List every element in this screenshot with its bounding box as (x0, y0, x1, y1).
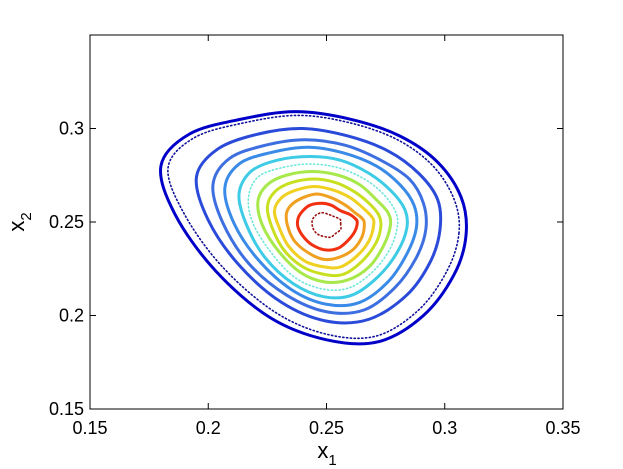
y-tick-label: 0.2 (59, 306, 84, 326)
contour-curve-10 (272, 184, 376, 270)
contour-curve-2 (167, 114, 461, 340)
contour-curve-1 (159, 110, 468, 346)
x-tick-label: 0.35 (545, 418, 580, 438)
y-tick-label: 0.25 (49, 212, 84, 232)
contour-curve-9 (265, 177, 383, 278)
axis-ticks (89, 35, 564, 410)
contour-curve-5 (223, 145, 419, 308)
contour-curve-4 (211, 138, 428, 315)
contour-curves (159, 110, 468, 346)
contour-curve-7 (247, 163, 399, 292)
x-axis-label: x1 (317, 438, 336, 469)
y-tick-label: 0.3 (59, 119, 84, 139)
y-axis-label: x2 (4, 212, 35, 231)
contour-curve-12 (295, 201, 359, 252)
contour-curve-6 (237, 155, 409, 300)
contour-curve-11 (284, 192, 366, 262)
x-tick-label: 0.2 (196, 418, 221, 438)
x-tick-label: 0.25 (309, 418, 344, 438)
x-tick-label: 0.3 (432, 418, 457, 438)
contour-curve-3 (194, 126, 443, 325)
contour-curve-13 (311, 211, 342, 239)
plot-frame (89, 34, 564, 410)
y-tick-label: 0.15 (49, 399, 84, 419)
contour-curve-8 (256, 170, 393, 284)
tick-labels: 0.15 0.2 0.25 0.3 0.35 0.15 0.2 0.25 0.3 (49, 119, 581, 439)
x-tick-label: 0.15 (72, 418, 107, 438)
